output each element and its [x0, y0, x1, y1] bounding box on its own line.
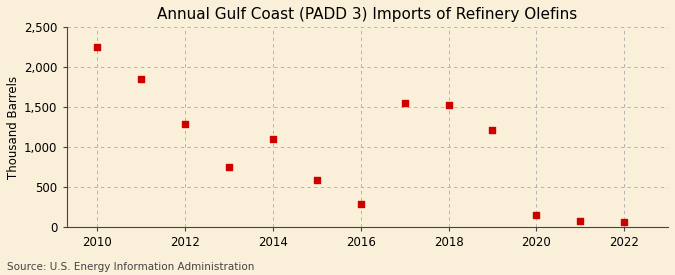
Point — [267, 137, 278, 141]
Point — [575, 219, 586, 223]
Point — [223, 165, 234, 169]
Point — [180, 122, 190, 126]
Y-axis label: Thousand Barrels: Thousand Barrels — [7, 75, 20, 178]
Point — [487, 128, 498, 133]
Point — [531, 213, 542, 217]
Point — [136, 77, 146, 81]
Title: Annual Gulf Coast (PADD 3) Imports of Refinery Olefins: Annual Gulf Coast (PADD 3) Imports of Re… — [157, 7, 577, 22]
Point — [355, 201, 366, 206]
Point — [399, 101, 410, 105]
Point — [311, 177, 322, 182]
Text: Source: U.S. Energy Information Administration: Source: U.S. Energy Information Administ… — [7, 262, 254, 272]
Point — [619, 219, 630, 224]
Point — [443, 103, 454, 107]
Point — [92, 45, 103, 50]
